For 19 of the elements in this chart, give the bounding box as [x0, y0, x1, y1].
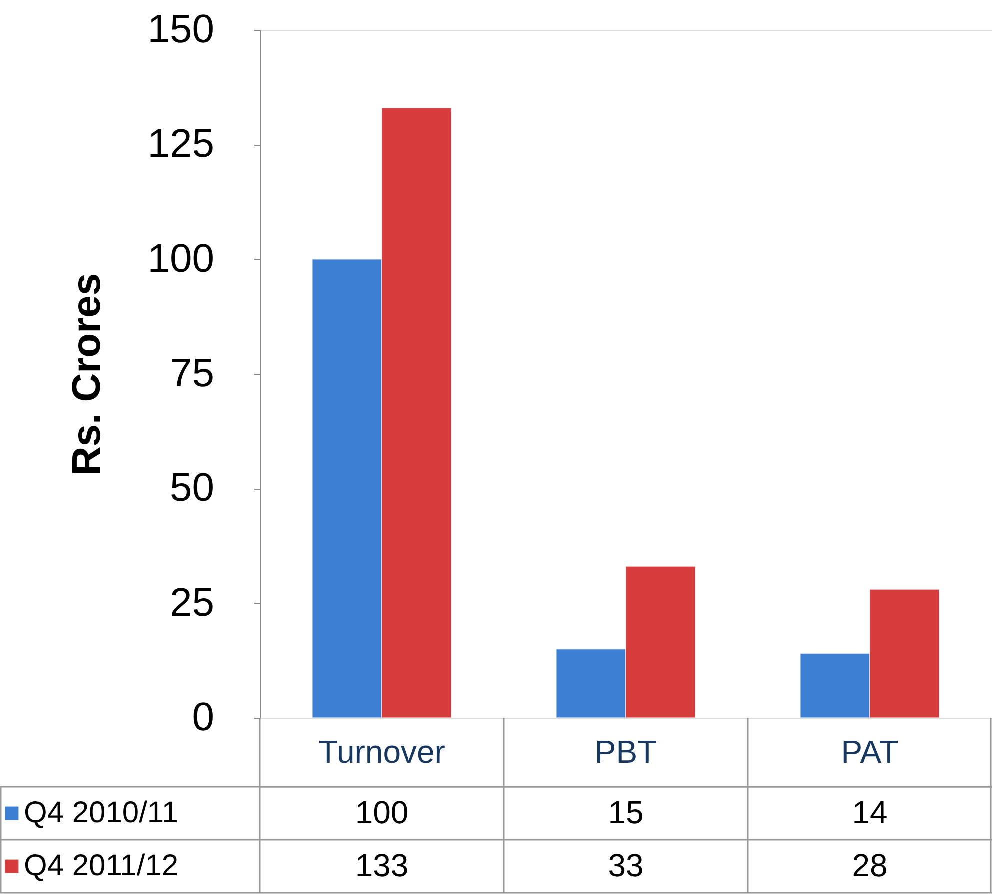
data-label: 14: [852, 794, 888, 830]
x-tick-label: PAT: [841, 734, 899, 770]
data-label: 33: [608, 848, 644, 884]
data-label: 15: [608, 794, 644, 830]
y-tick-label: 0: [192, 696, 214, 740]
y-tick-label: 75: [170, 352, 214, 396]
x-tick-label: Turnover: [318, 734, 446, 770]
y-tick-label: 125: [148, 122, 214, 166]
data-label: 133: [355, 848, 409, 884]
y-tick-label: 150: [148, 8, 214, 52]
y-tick-label: 25: [170, 580, 214, 625]
y-axis-title: Rs. Crores: [64, 273, 109, 476]
data-label: 28: [852, 848, 888, 884]
y-tick-label: 50: [170, 466, 214, 510]
data-label: 100: [355, 794, 409, 830]
y-tick-label: 100: [148, 236, 214, 281]
legend-label: Q4 2010/11: [24, 796, 179, 830]
x-tick-label: PBT: [594, 734, 658, 770]
legend-label: Q4 2011/12: [24, 850, 179, 882]
